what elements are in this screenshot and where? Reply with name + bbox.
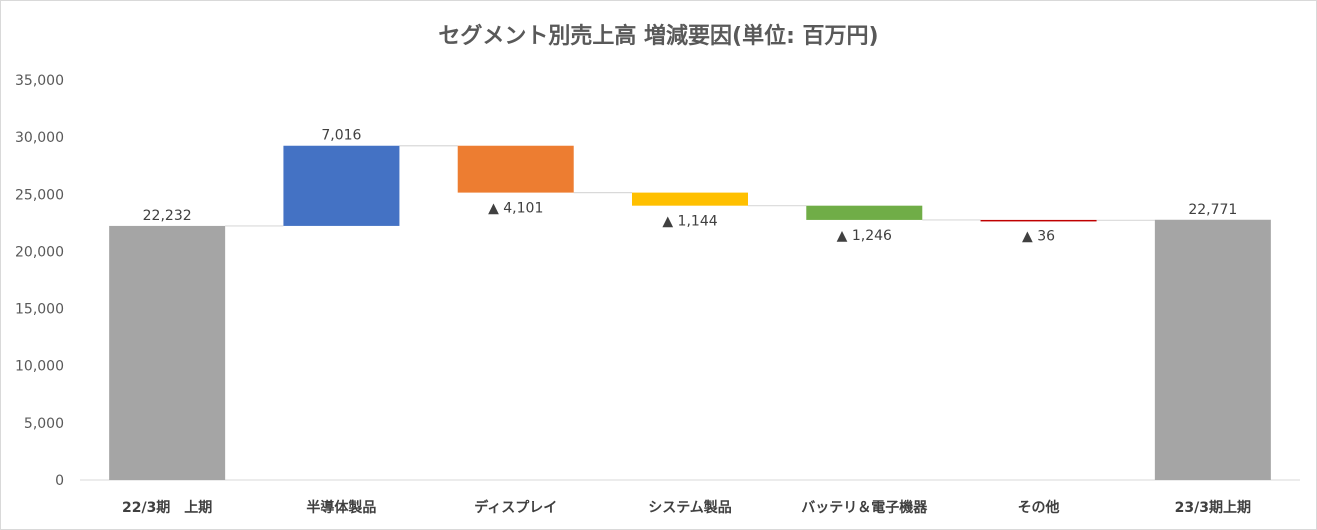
data-label: ▲ 4,101 <box>488 201 543 217</box>
y-tick-label: 5,000 <box>24 416 64 432</box>
category-label: バッテリ＆電子機器 <box>801 499 928 516</box>
bar <box>806 205 923 220</box>
data-label: 22,232 <box>143 208 192 224</box>
bar <box>1154 219 1271 480</box>
chart-title: セグメント別売上高 増減要因(単位: 百万円) <box>438 24 879 49</box>
y-tick-label: 30,000 <box>15 130 64 146</box>
data-label: 22,771 <box>1188 202 1237 218</box>
bar <box>980 219 1097 222</box>
bar <box>109 225 226 480</box>
y-tick-label: 0 <box>55 473 64 489</box>
category-label: 23/3期上期 <box>1175 500 1251 516</box>
data-label: ▲ 1,246 <box>837 228 892 244</box>
data-label: 7,016 <box>321 128 361 144</box>
y-tick-label: 15,000 <box>15 302 64 318</box>
bar <box>457 145 574 193</box>
category-label: その他 <box>1018 499 1060 516</box>
category-label: 22/3期 上期 <box>122 500 212 516</box>
category-label: 半導体製品 <box>306 499 376 516</box>
category-label: ディスプレイ <box>474 499 557 516</box>
y-tick-label: 25,000 <box>15 187 64 203</box>
y-tick-label: 10,000 <box>15 359 64 375</box>
bar <box>283 145 400 226</box>
bar <box>632 192 748 206</box>
data-label: ▲ 36 <box>1022 228 1055 244</box>
category-label: システム製品 <box>648 499 732 516</box>
y-tick-label: 20,000 <box>15 244 64 260</box>
y-tick-label: 35,000 <box>15 73 64 89</box>
data-label: ▲ 1,144 <box>662 214 717 230</box>
